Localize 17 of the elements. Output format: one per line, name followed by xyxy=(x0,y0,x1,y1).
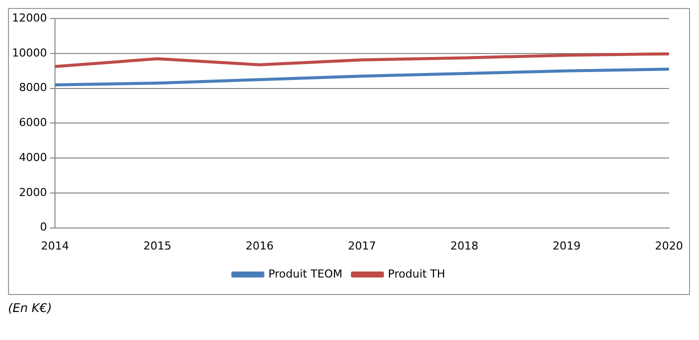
x-tick-label: 2017 xyxy=(348,239,376,252)
x-tick-label: 2018 xyxy=(450,239,478,252)
x-tick-label: 2015 xyxy=(143,239,172,252)
y-tick-label: 6000 xyxy=(18,116,47,130)
y-tick-label: 10000 xyxy=(12,46,47,60)
x-tick-label: 2014 xyxy=(40,239,69,252)
y-tick-label: 2000 xyxy=(18,186,47,199)
legend-label: Produit TH xyxy=(388,267,446,280)
x-tick-label: 2016 xyxy=(246,239,274,252)
y-tick-label: 4000 xyxy=(18,150,47,164)
text: (En K€) xyxy=(8,301,53,315)
x-tick-label: 2019 xyxy=(552,239,581,252)
y-tick-label: 0 xyxy=(40,220,47,234)
legend-label: Produit TEOM xyxy=(268,267,342,280)
y-tick-label: 8000 xyxy=(18,81,47,94)
y-tick-label: 12000 xyxy=(12,11,47,24)
x-tick-label: 2020 xyxy=(655,239,683,252)
